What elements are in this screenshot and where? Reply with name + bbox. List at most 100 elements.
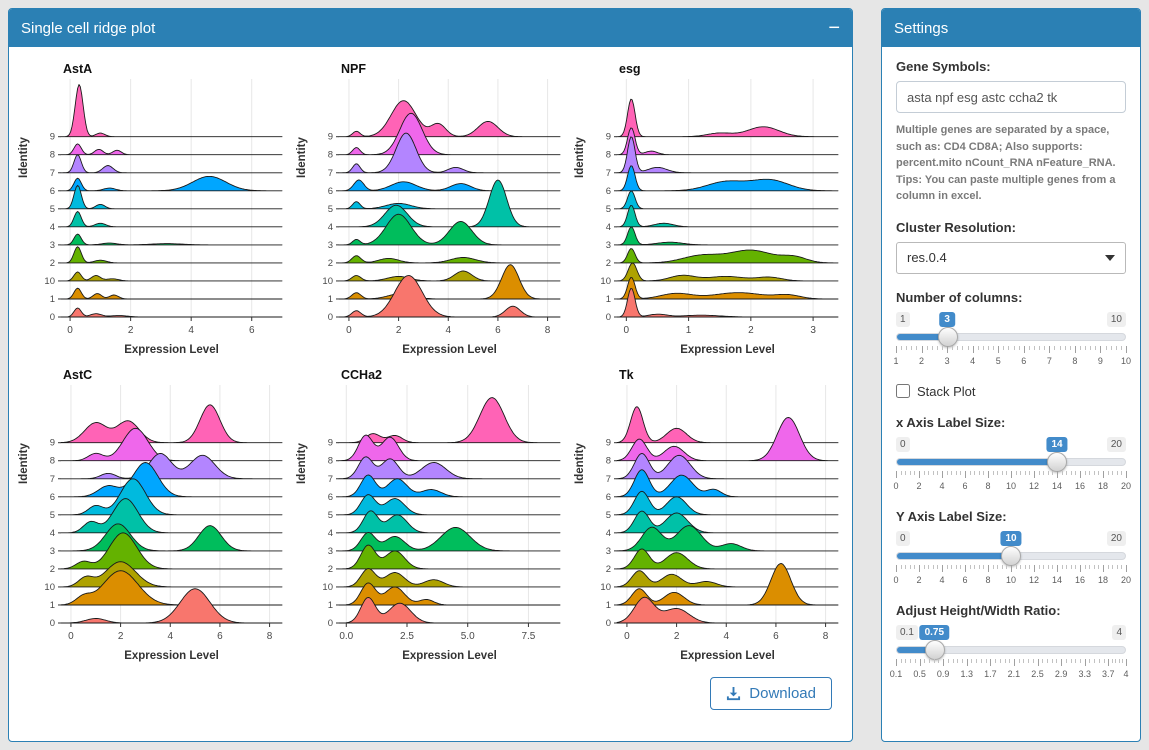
y-tick-label: 4	[50, 528, 55, 539]
columns-slider-label: Number of columns:	[896, 289, 1023, 305]
slider-minor-tick	[1047, 564, 1049, 569]
slider-minor-tick	[932, 470, 934, 475]
slider-minor-tick	[938, 658, 940, 663]
slider-tick	[1103, 470, 1104, 478]
slider-minor-tick	[1059, 345, 1061, 350]
x-axis-title: Expression Level	[680, 650, 775, 662]
slider-minor-tick	[1009, 658, 1011, 663]
ridge-AstC-7	[60, 452, 283, 480]
slider-tick-label: 3.3	[1078, 668, 1091, 679]
slider-tick-label: 0	[893, 574, 899, 585]
x-axis-title: Expression Level	[402, 344, 497, 356]
slider-minor-tick	[955, 470, 957, 475]
y-tick-label: 10	[44, 582, 55, 593]
ridge-esg-9	[616, 98, 839, 138]
slider-minor-tick	[1070, 564, 1072, 569]
stack-plot-label[interactable]: Stack Plot	[917, 383, 976, 399]
slider-minor-tick	[992, 470, 994, 475]
slider-minor-tick	[992, 564, 994, 569]
slider-minor-tick	[1112, 564, 1114, 569]
slider-minor-tick	[1122, 658, 1124, 663]
y-tick-label: 4	[328, 528, 333, 539]
slider-minor-tick	[955, 564, 957, 569]
gene-symbols-input[interactable]	[896, 81, 1126, 113]
slider-minor-tick	[969, 470, 971, 475]
slider-minor-tick	[997, 564, 999, 569]
slider-handle[interactable]	[1001, 545, 1021, 566]
cluster-resolution-label: Cluster Resolution:	[896, 219, 1016, 235]
plots-grid: 9 8 7 6 5 4 3 2 10 1 0 0 2 4 6 Expression Level Identity…	[15, 61, 846, 667]
slider-minor-tick	[1024, 564, 1026, 569]
slider-fill	[897, 458, 1057, 465]
x-axis-label-size-slider[interactable]: 0 20 14 0 2 4 6 8 10 12 14 16 18 20	[893, 436, 1131, 497]
slider-value-bubble: 0.75	[919, 624, 950, 640]
ridge-Tk-7	[616, 452, 839, 480]
y-tick-label: 5	[606, 510, 611, 521]
slider-track[interactable]	[896, 326, 1126, 347]
slider-handle[interactable]	[1046, 451, 1067, 472]
x-tick-label: 2	[128, 325, 134, 336]
slider-minor-tick	[1098, 470, 1100, 475]
y-axis-label-size-slider[interactable]: 0 20 10 0 2 4 6 8 10 12 14 16 18 20	[893, 530, 1131, 591]
ridge-esg-4	[616, 204, 839, 228]
slider-tick-label: 2.9	[1054, 668, 1068, 679]
slider-tick	[896, 658, 897, 666]
y-tick-label: 10	[322, 582, 333, 593]
slider-minor-tick	[924, 658, 926, 663]
slider-minor-tick	[1103, 658, 1105, 663]
slider-handle[interactable]	[924, 639, 945, 660]
ridge-CCHa2-5	[338, 494, 561, 516]
slider-labels: 1 10 3	[896, 311, 1126, 330]
help-line-1: Multiple genes are separated by a space,…	[896, 124, 1116, 169]
download-button[interactable]: Download	[710, 677, 832, 710]
slider-minor-tick	[1098, 564, 1100, 569]
columns-slider[interactable]: 1 10 3 1 2 3 4 5 6 7 8 9 10	[893, 311, 1131, 372]
slider-tick	[1100, 345, 1102, 353]
slider-minor-tick	[1038, 564, 1040, 569]
slider-fill	[897, 552, 1011, 559]
slider-minor-tick	[952, 345, 954, 350]
slider-minor-tick	[951, 564, 953, 569]
slider-minor-tick	[1080, 345, 1081, 350]
slider-tick-label: 6	[962, 480, 968, 491]
slider-handle[interactable]	[937, 326, 958, 347]
slider-minor-tick	[1080, 658, 1081, 663]
slider-tick-label: 10	[1005, 574, 1017, 585]
collapse-button[interactable]: −	[828, 17, 840, 39]
cluster-resolution-select[interactable]: res.0.4	[896, 241, 1126, 274]
y-tick-label: 7	[50, 168, 55, 179]
ridge-AstA-1	[60, 287, 283, 300]
stack-plot-checkbox[interactable]	[896, 384, 910, 398]
slider-track[interactable]	[896, 451, 1126, 472]
slider-tick-label: 0.9	[936, 668, 950, 679]
slider-max-label: 20	[1106, 530, 1126, 546]
slider-minor-tick	[1120, 345, 1122, 350]
x-tick-label: 0	[67, 325, 73, 336]
settings-body: Gene Symbols: Multiple genes are separat…	[882, 47, 1140, 709]
slider-minor-tick	[1075, 470, 1077, 475]
slider-min-label: 1	[896, 311, 910, 327]
y-tick-label: 3	[50, 240, 55, 251]
y-tick-label: 0	[328, 618, 333, 629]
slider-max-label: 20	[1106, 436, 1126, 452]
height-width-ratio-slider[interactable]: 0.1 4 0.75 0.1 0.5 0.9 1.3 1.7 2.1 2.5 2.9 3.3 3.7 4	[890, 624, 1129, 685]
x-axis-label-size-label: x Axis Label Size:	[896, 414, 1006, 430]
gene-symbols-label: Gene Symbols:	[896, 59, 991, 74]
y-tick-label: 7	[606, 168, 611, 179]
slider-minor-tick	[1118, 658, 1120, 663]
slider-minor-tick	[1006, 470, 1008, 475]
page-title: Single cell ridge plot	[21, 19, 156, 37]
slider-tick-label: 18	[1097, 574, 1109, 585]
slider-tick	[972, 345, 974, 353]
ridge-CCHa2-10	[338, 568, 561, 588]
slider-track[interactable]	[896, 545, 1126, 566]
slider-minor-tick	[1038, 470, 1040, 475]
slider-minor-tick	[976, 658, 978, 663]
slider-minor-tick	[1023, 658, 1025, 663]
ridge-AstA-8	[60, 143, 283, 156]
ridge-CCHa2-0	[338, 597, 561, 624]
ridge-AstA-2	[60, 246, 283, 264]
slider-minor-tick	[937, 470, 939, 475]
slider-track[interactable]	[896, 639, 1126, 660]
y-axis-title: Identity	[296, 442, 308, 483]
